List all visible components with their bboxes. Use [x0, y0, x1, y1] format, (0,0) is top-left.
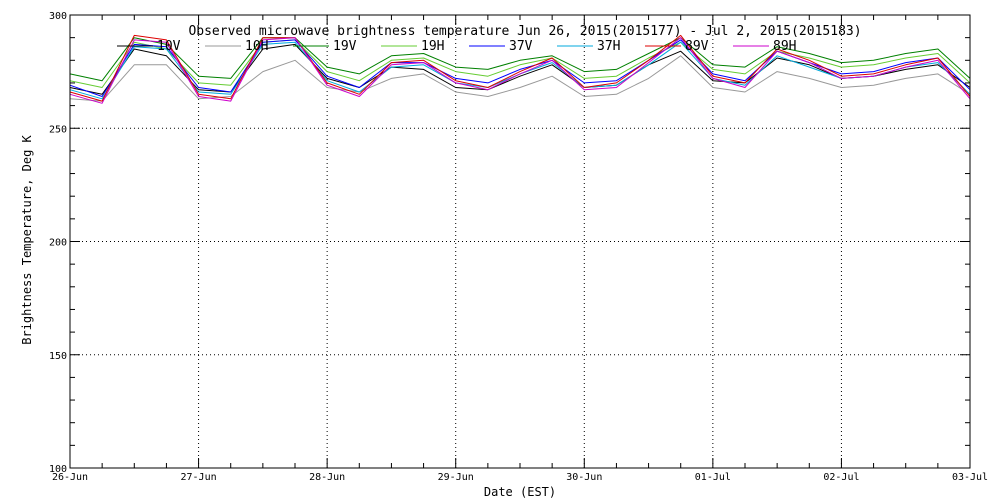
legend: 10V 10H 19V 19H 37V 37H 89V 89H: [117, 39, 796, 54]
tick-labels: 26-Jun 27-Jun 28-Jun 29-Jun 30-Jun 01-Jul 02-J…: [49, 11, 988, 483]
series-line-89h: [69, 37, 971, 104]
series-line-19h: [69, 39, 971, 88]
axis-ticks: [69, 14, 971, 469]
x-tick-label: 30-Jun: [566, 472, 602, 483]
x-tick-label: 29-Jun: [438, 472, 474, 483]
y-tick-label: 100: [49, 464, 67, 475]
series-line-10v: [69, 43, 971, 95]
y-tick-label: 300: [49, 11, 67, 22]
series-line-10h: [69, 55, 971, 102]
x-tick-label: 27-Jun: [181, 472, 217, 483]
legend-label-10h: 10H: [245, 39, 268, 54]
series-line-89v: [69, 34, 971, 102]
x-tick-label: 01-Jul: [695, 472, 731, 483]
legend-label-19v: 19V: [333, 39, 357, 54]
x-tick-label: 02-Jul: [823, 472, 859, 483]
x-axis-title: Date (EST): [484, 485, 556, 499]
y-tick-label: 150: [49, 351, 67, 362]
y-axis-title: Brightness Temperature, Deg K: [20, 134, 34, 344]
x-tick-label: 28-Jun: [309, 472, 345, 483]
y-tick-label: 250: [49, 124, 67, 135]
legend-label-37v: 37V: [509, 39, 533, 54]
legend-label-37h: 37H: [597, 39, 620, 54]
legend-label-19h: 19H: [421, 39, 444, 54]
chart-title: Observed microwave brightness temperatur…: [188, 24, 861, 39]
series-layer: [69, 34, 971, 104]
x-tick-label: 26-Jun: [52, 472, 88, 483]
legend-label-89v: 89V: [685, 39, 709, 54]
series-line-37v: [69, 39, 971, 97]
y-tick-label: 200: [49, 238, 67, 249]
x-tick-label: 03-Jul: [952, 472, 988, 483]
legend-label-10v: 10V: [157, 39, 181, 54]
legend-label-89h: 89H: [773, 39, 796, 54]
series-line-19v: [69, 37, 971, 82]
